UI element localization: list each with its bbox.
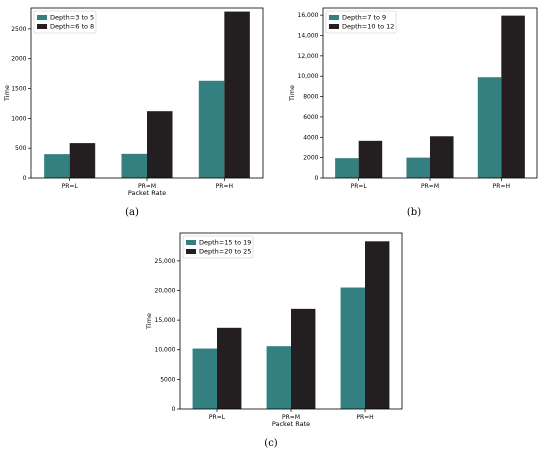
legend-label: Depth=20 to 25 bbox=[199, 248, 251, 256]
legend-box bbox=[325, 10, 397, 34]
legend-box bbox=[33, 10, 97, 34]
y-tick-label: 2000 bbox=[11, 56, 26, 63]
y-tick-label: 2500 bbox=[11, 26, 26, 33]
bar-pr-l-series-1 bbox=[192, 348, 217, 409]
legend-label: Depth=15 to 19 bbox=[199, 239, 251, 247]
x-tick-label: PR=L bbox=[351, 183, 368, 190]
y-tick-label: 25,000 bbox=[155, 258, 176, 265]
x-tick-label: PR=L bbox=[62, 183, 79, 190]
y-axis-label: Time bbox=[288, 85, 296, 102]
y-axis-label: Time bbox=[145, 313, 153, 330]
y-tick-label: 20,000 bbox=[155, 287, 176, 294]
y-tick-label: 2000 bbox=[303, 155, 318, 162]
panel-caption: (b) bbox=[407, 207, 421, 218]
bar-pr-m-series-1 bbox=[121, 153, 147, 178]
bar-pr-h-series-2 bbox=[501, 15, 525, 178]
x-tick-label: PR=H bbox=[493, 183, 510, 190]
legend-swatch bbox=[186, 240, 196, 245]
bar-pr-m-series-2 bbox=[147, 111, 173, 178]
bar-pr-l-series-1 bbox=[335, 158, 359, 178]
bar-pr-h-series-2 bbox=[365, 241, 390, 409]
bar-pr-h-series-1 bbox=[340, 287, 365, 409]
y-tick-label: 1000 bbox=[11, 115, 26, 122]
y-tick-label: 14,000 bbox=[298, 32, 319, 39]
y-tick-label: 12,000 bbox=[298, 53, 319, 60]
bar-pr-m-series-2 bbox=[291, 308, 316, 409]
y-tick-label: 10,000 bbox=[298, 73, 319, 80]
bar-pr-m-series-1 bbox=[266, 346, 291, 409]
chart-panel-b: 0 2000 4000 6000 8000 10,000 12,000 14,000 16,00… bbox=[288, 7, 538, 218]
bar-pr-h-series-2 bbox=[224, 11, 250, 178]
x-tick-label: PR=H bbox=[216, 183, 233, 190]
x-axis-label: Packet Rate bbox=[272, 420, 310, 428]
legend-swatch bbox=[186, 249, 196, 254]
bar-pr-h-series-1 bbox=[477, 77, 502, 178]
y-tick-label: 5000 bbox=[160, 376, 175, 383]
legend-swatch bbox=[37, 24, 47, 29]
legend-label: Depth=6 to 8 bbox=[50, 23, 94, 31]
x-tick-label: PR=M bbox=[282, 414, 300, 421]
legend-swatch bbox=[37, 15, 47, 20]
legend-box bbox=[182, 235, 254, 259]
y-tick-label: 500 bbox=[15, 145, 27, 152]
panel-caption: (c) bbox=[264, 438, 278, 449]
x-tick-label: PR=H bbox=[356, 414, 373, 421]
y-tick-label: 15,000 bbox=[155, 317, 176, 324]
x-tick-label: PR=M bbox=[138, 183, 156, 190]
legend-swatch bbox=[329, 24, 339, 29]
panel-caption: (a) bbox=[125, 207, 139, 218]
x-axis-label: Packet Rate bbox=[128, 189, 166, 197]
x-tick-label: PR=L bbox=[209, 414, 226, 421]
legend-label: Depth=3 to 5 bbox=[50, 14, 94, 22]
bar-pr-m-series-2 bbox=[430, 136, 454, 178]
y-tick-label: 6000 bbox=[303, 114, 318, 121]
bar-pr-m-series-1 bbox=[406, 157, 430, 178]
y-tick-label: 1500 bbox=[11, 86, 26, 93]
y-tick-label: 16,000 bbox=[298, 12, 319, 19]
y-tick-label: 0 bbox=[172, 406, 176, 413]
legend-swatch bbox=[329, 15, 339, 20]
bar-pr-l-series-2 bbox=[69, 143, 96, 178]
chart-panel-a: 0 500 1000 1500 2000 2500 PR=L PR=M PR=H Packet R… bbox=[3, 7, 264, 218]
bar-pr-l-series-2 bbox=[217, 327, 242, 409]
y-tick-label: 0 bbox=[23, 175, 27, 182]
y-axis-label: Time bbox=[3, 85, 11, 102]
x-tick-label: PR=M bbox=[421, 183, 439, 190]
bar-pr-l-series-2 bbox=[358, 140, 383, 178]
y-tick-label: 8000 bbox=[303, 94, 318, 101]
legend-label: Depth=10 to 12 bbox=[342, 23, 394, 31]
bar-pr-l-series-1 bbox=[44, 154, 70, 178]
bar-pr-h-series-1 bbox=[198, 80, 225, 178]
y-tick-label: 0 bbox=[315, 175, 319, 182]
y-tick-label: 4000 bbox=[303, 134, 318, 141]
legend-label: Depth=7 to 9 bbox=[342, 14, 386, 22]
y-tick-label: 10,000 bbox=[155, 347, 176, 354]
chart-panel-c: 0 5000 10,000 15,000 20,000 25,000 PR=L PR=M PR=… bbox=[145, 232, 403, 449]
